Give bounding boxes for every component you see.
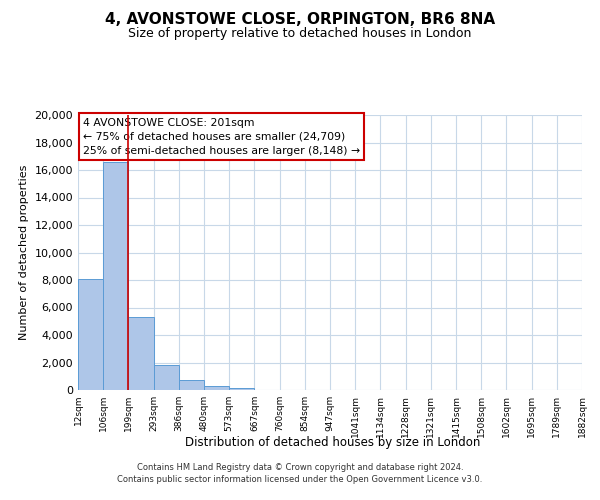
Text: Distribution of detached houses by size in London: Distribution of detached houses by size … xyxy=(185,436,481,449)
Bar xyxy=(154,365,179,390)
Text: Contains public sector information licensed under the Open Government Licence v3: Contains public sector information licen… xyxy=(118,475,482,484)
Y-axis label: Number of detached properties: Number of detached properties xyxy=(19,165,29,340)
Text: Size of property relative to detached houses in London: Size of property relative to detached ho… xyxy=(128,28,472,40)
Bar xyxy=(103,162,128,390)
Bar xyxy=(179,380,204,390)
Bar xyxy=(229,388,254,390)
Bar xyxy=(78,278,103,390)
Text: 4, AVONSTOWE CLOSE, ORPINGTON, BR6 8NA: 4, AVONSTOWE CLOSE, ORPINGTON, BR6 8NA xyxy=(105,12,495,28)
Bar xyxy=(128,317,154,390)
Bar xyxy=(204,386,229,390)
Text: 4 AVONSTOWE CLOSE: 201sqm
← 75% of detached houses are smaller (24,709)
25% of s: 4 AVONSTOWE CLOSE: 201sqm ← 75% of detac… xyxy=(83,118,360,156)
Text: Contains HM Land Registry data © Crown copyright and database right 2024.: Contains HM Land Registry data © Crown c… xyxy=(137,464,463,472)
